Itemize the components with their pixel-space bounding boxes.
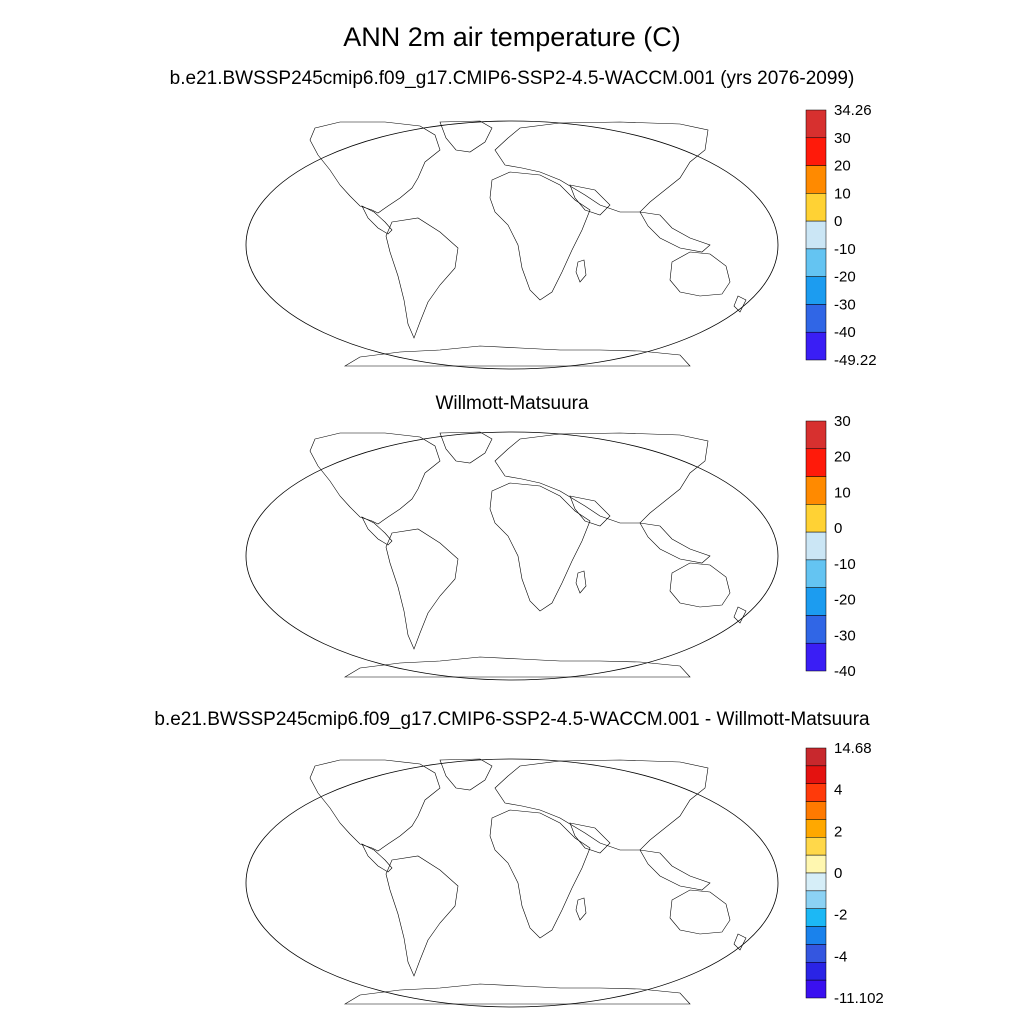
colorbar-label: 20	[834, 158, 851, 175]
colorbar-label: 10	[834, 484, 851, 501]
colorbar-swatch	[805, 615, 827, 644]
colorbar-label: -2	[834, 907, 847, 924]
figure-title: ANN 2m air temperature (C)	[343, 22, 681, 52]
colorbar-swatch	[805, 908, 827, 927]
colorbar-swatch	[805, 587, 827, 616]
map-panel-2	[245, 431, 779, 681]
coastline	[309, 431, 747, 678]
colorbar-label: 0	[834, 213, 842, 230]
colorbar-label: 20	[834, 449, 851, 466]
land-fill	[310, 759, 746, 1004]
colorbar-label: 4	[834, 782, 842, 799]
colorbar-swatch	[805, 276, 827, 305]
colorbar-swatch	[805, 801, 827, 820]
colorbar-swatch	[805, 304, 827, 333]
colorbar-swatch	[805, 248, 827, 277]
colorbar-swatch	[805, 837, 827, 856]
map-panel-3	[245, 758, 779, 1008]
colorbar-swatch	[805, 193, 827, 222]
colorbar-label: -10	[834, 241, 856, 258]
colorbar-swatch	[805, 331, 827, 361]
colorbar-label: 0	[834, 520, 842, 537]
colorbar-swatch	[805, 747, 827, 767]
colorbar-swatch	[805, 854, 827, 874]
colorbar-swatch	[805, 448, 827, 477]
colorbar-label: 34.26	[834, 102, 872, 119]
colorbar-label: -11.102	[834, 990, 884, 1007]
coastline	[309, 120, 747, 367]
colorbar-label: -40	[834, 324, 856, 341]
colorbar-swatch	[805, 819, 827, 838]
colorbar-swatch	[805, 476, 827, 505]
panel-2-subtitle: Willmott-Matsuura	[435, 393, 589, 414]
map-panel-1	[245, 120, 779, 370]
colorbar-label: -20	[834, 592, 856, 609]
colorbar-swatch	[805, 420, 827, 450]
colorbar-label: 30	[834, 130, 851, 147]
colorbar-label: 2	[834, 823, 842, 840]
colorbar-swatch	[805, 765, 827, 784]
colorbar-2: 30 20 10 0 -10 -20 -30 -40	[805, 413, 856, 680]
coastline	[309, 758, 747, 1005]
colorbar-swatch	[805, 109, 827, 139]
colorbar-label: -30	[834, 627, 856, 644]
colorbar-label: -4	[834, 948, 847, 965]
panel-3-subtitle: b.e21.BWSSP245cmip6.f09_g17.CMIP6-SSP2-4…	[154, 709, 870, 730]
colorbar-swatch	[805, 559, 827, 588]
colorbar-1: 34.26 30 20 10 0 -10 -20 -30 -40 -49.22	[805, 102, 877, 369]
colorbar-swatch	[805, 890, 827, 909]
colorbar-swatch	[805, 783, 827, 802]
map-border	[245, 758, 779, 1008]
colorbar-swatch	[805, 531, 827, 561]
colorbar-label: 30	[834, 413, 851, 430]
colorbar-label: 0	[834, 865, 842, 882]
map-border	[245, 431, 779, 681]
colorbar-swatch	[805, 220, 827, 250]
colorbar-swatch	[805, 944, 827, 963]
colorbar-label: -49.22	[834, 352, 877, 369]
colorbar-swatch	[805, 137, 827, 166]
panel-1-subtitle: b.e21.BWSSP245cmip6.f09_g17.CMIP6-SSP2-4…	[169, 68, 855, 89]
colorbar-label: -30	[834, 296, 856, 313]
colorbar-swatch	[805, 926, 827, 945]
colorbar-label: 14.68	[834, 740, 872, 757]
colorbar-swatch	[805, 642, 827, 672]
land-fill	[310, 121, 746, 366]
colorbar-swatch	[805, 962, 827, 981]
colorbar-swatch	[805, 979, 827, 999]
land-fill	[310, 432, 746, 677]
colorbar-label: -20	[834, 269, 856, 286]
map-border	[245, 120, 779, 370]
colorbar-swatch	[805, 165, 827, 194]
colorbar-label: -40	[834, 663, 856, 680]
colorbar-label: -10	[834, 556, 856, 573]
colorbar-label: 10	[834, 185, 851, 202]
colorbar-3: 14.68 4 2 0 -2 -4 -11.102	[805, 740, 884, 1007]
colorbar-swatch	[805, 504, 827, 533]
colorbar-swatch	[805, 872, 827, 892]
